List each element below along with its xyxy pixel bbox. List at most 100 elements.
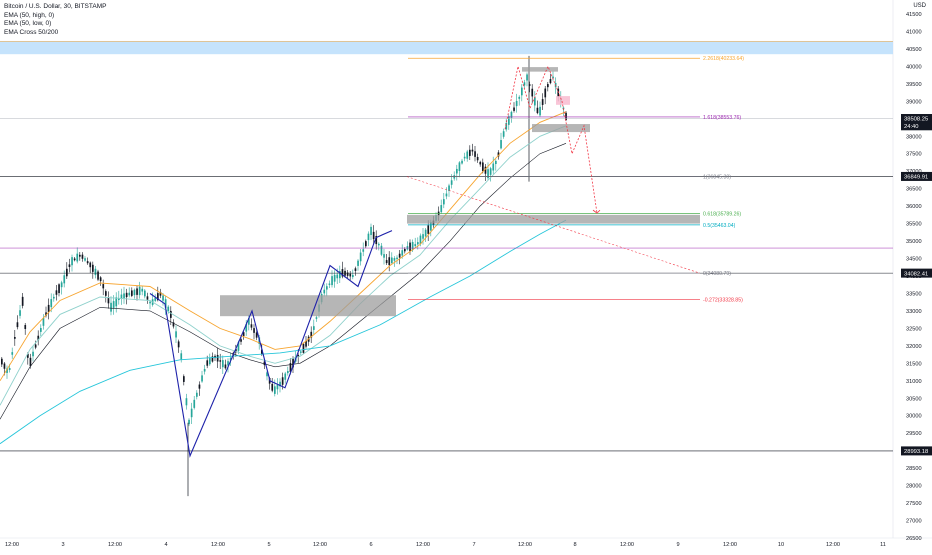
x-tick-label: 7 (472, 542, 475, 548)
x-tick-label: 12:00 (518, 542, 532, 548)
candle-body (487, 169, 489, 179)
candle-body (427, 225, 430, 234)
y-tick-label: 33000 (906, 309, 922, 315)
pink-zone (556, 96, 570, 105)
candle-body (534, 97, 536, 106)
candle-body (518, 96, 521, 99)
candle-body (229, 357, 232, 361)
candle-body (136, 288, 138, 295)
supply-zone (522, 67, 558, 72)
fib-level-label: 0.5(35463.04) (703, 223, 736, 229)
candle-body (261, 349, 263, 355)
candle-body (474, 151, 476, 157)
fib-level-label: -0.272(33328.85) (703, 297, 743, 303)
y-tick-label: 39500 (906, 82, 922, 88)
candle-body (380, 245, 383, 255)
candle-body (73, 258, 76, 261)
candle-body (354, 268, 357, 271)
candle-body (440, 205, 443, 213)
candle-body (456, 168, 458, 174)
candle-body (495, 160, 497, 165)
fib-level-label: 0(34080.79) (703, 271, 731, 277)
candle-body (300, 351, 302, 353)
candle-body (102, 284, 105, 289)
candle-body (219, 360, 222, 362)
candle-body (443, 199, 445, 205)
y-tick-label: 35500 (906, 222, 922, 228)
candle-body (81, 254, 84, 259)
projection-path (504, 65, 598, 214)
y-tick-label: 38000 (906, 134, 922, 140)
y-tick-label: 32000 (906, 344, 922, 350)
price-marker: 28993.18 (901, 446, 932, 456)
candle-body (92, 264, 94, 272)
ema-cross-slow-line (0, 219, 567, 445)
candle-body (365, 241, 367, 247)
x-tick-label: 12:00 (723, 542, 737, 548)
candle-body (167, 306, 170, 312)
candle-body (177, 341, 180, 348)
candle-body (323, 289, 326, 294)
demand-zone (407, 214, 700, 224)
candle-body (396, 257, 398, 260)
candle-body (190, 408, 193, 418)
candle-body (302, 343, 305, 353)
candle-body (292, 358, 294, 368)
candle-body (89, 262, 92, 268)
price-marker-label: 36849.91 (904, 175, 928, 181)
candle-body (375, 235, 378, 245)
candle-body (263, 361, 266, 366)
legend-ema-high: EMA (50, high, 0) (4, 11, 55, 19)
candle-body (125, 292, 128, 298)
candle-body (222, 360, 224, 368)
candle-body (55, 290, 58, 295)
y-tick-label: 37500 (906, 152, 922, 158)
candle-body (185, 398, 188, 406)
candle-body (66, 268, 68, 277)
candle-body (131, 290, 133, 296)
candle-body (112, 301, 115, 308)
candle-body (146, 296, 149, 300)
candle-body (305, 340, 307, 347)
x-tick-label: 12:00 (211, 542, 225, 548)
candle-body (388, 257, 391, 266)
candle-body (193, 399, 196, 408)
candle-body (224, 364, 227, 369)
candle-body (58, 284, 60, 294)
price-marker: 38508.25 (901, 114, 932, 124)
x-tick-label: 8 (573, 542, 576, 548)
candle-body (417, 242, 419, 245)
candle-body (133, 289, 136, 296)
y-tick-label: 28500 (906, 466, 922, 472)
candle-body (547, 84, 549, 88)
candle-body (97, 271, 99, 280)
candle-body (16, 322, 19, 328)
x-tick-label: 12:00 (620, 542, 634, 548)
x-tick-label: 11 (880, 542, 886, 548)
harmonic-pattern-line (149, 230, 393, 458)
candle-body (8, 368, 11, 371)
y-tick-label: 27000 (906, 519, 922, 525)
candle-body (565, 112, 567, 120)
candle-body (47, 304, 50, 313)
candle-body (471, 149, 474, 152)
candle-body (352, 274, 354, 278)
candle-body (409, 242, 411, 252)
candle-body (430, 221, 432, 231)
candle-body (502, 131, 505, 137)
candle-body (404, 248, 406, 252)
candle-body (99, 277, 102, 282)
candle-body (235, 349, 237, 353)
y-tick-label: 36000 (906, 204, 922, 210)
candle-body (310, 331, 313, 338)
y-tick-label: 41500 (906, 12, 922, 18)
candle-body (84, 258, 86, 261)
candle-body (63, 275, 66, 284)
candle-body (60, 282, 63, 288)
candle-body (284, 373, 287, 380)
y-tick-label: 27500 (906, 501, 922, 507)
y-tick-label: 40000 (906, 64, 922, 70)
candle-body (250, 324, 253, 328)
